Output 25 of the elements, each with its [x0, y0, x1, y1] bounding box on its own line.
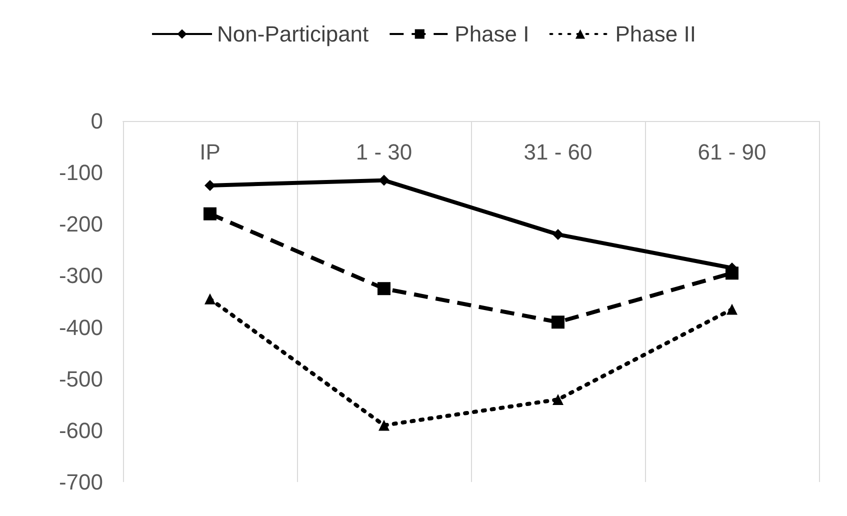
legend-label: Non-Participant	[217, 22, 369, 46]
point	[552, 228, 564, 240]
point	[378, 174, 390, 186]
x-tick-label: 1 - 30	[356, 140, 412, 164]
point	[378, 420, 390, 431]
y-tick-label: -700	[58, 470, 103, 494]
point	[204, 180, 216, 191]
y-tick-label: -200	[58, 212, 103, 237]
y-tick-label: -400	[58, 314, 103, 340]
point	[552, 394, 564, 405]
x-tick-label: IP	[200, 140, 220, 164]
point	[378, 282, 390, 296]
y-tick-label: -100	[58, 160, 103, 186]
legend-label: Phase II	[615, 22, 696, 46]
y-tick-label: -500	[58, 366, 103, 392]
y-tick-label: -300	[58, 263, 103, 288]
point	[552, 316, 564, 329]
point	[726, 304, 738, 315]
point	[204, 293, 216, 304]
x-tick-label: 61 - 90	[698, 140, 766, 164]
y-tick-label: 0	[90, 108, 103, 134]
legend-label: Phase I	[454, 22, 530, 46]
x-tick-label: 31 - 60	[524, 140, 592, 164]
y-tick-label: -600	[58, 418, 103, 443]
point	[204, 207, 216, 220]
